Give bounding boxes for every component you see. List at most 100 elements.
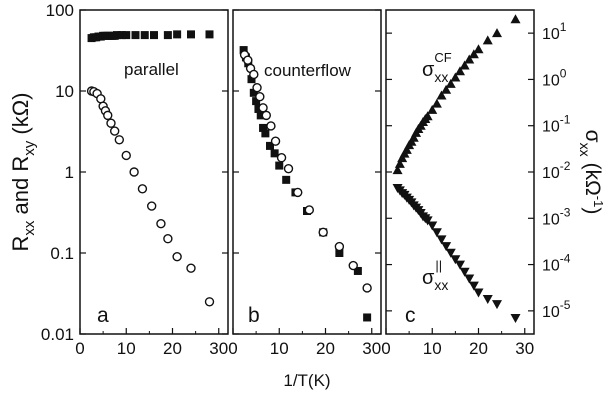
data-point-circle: [261, 110, 271, 121]
data-point-down-triangle: [482, 295, 493, 305]
data-point-square: [187, 30, 195, 39]
data-point-square: [122, 31, 131, 40]
data-point-down-triangle: [492, 300, 502, 310]
data-point-circle: [129, 167, 139, 177]
right-y-tick-label: 10-2: [542, 159, 571, 182]
panel-a-frame: [79, 9, 229, 335]
x-tick-label: 10: [270, 339, 289, 358]
data-point-up-triangle: [473, 44, 484, 54]
x-tick-label: 30: [362, 339, 381, 358]
x-tick-label: 0: [228, 339, 237, 358]
points-layer: [86, 14, 521, 324]
data-point-circle: [103, 110, 113, 121]
data-point-square: [353, 266, 362, 275]
x-tick-label: 10: [117, 339, 136, 358]
data-point-down-triangle: [427, 221, 438, 231]
data-point-square: [205, 30, 214, 39]
data-point-circle: [348, 260, 358, 271]
data-point-circle: [304, 205, 315, 215]
data-point-square: [163, 31, 172, 40]
panel-c-frame: [385, 9, 535, 335]
data-point-down-triangle: [468, 281, 479, 291]
data-point-down-triangle: [422, 216, 433, 226]
panel-a-title: parallel: [124, 60, 179, 79]
data-point-circle: [252, 82, 262, 93]
data-point-square: [239, 46, 248, 55]
data-point-down-triangle: [455, 260, 465, 270]
data-point-up-triangle: [450, 72, 461, 82]
data-point-circle: [249, 69, 259, 80]
data-point-up-triangle: [492, 28, 502, 38]
data-point-up-triangle: [441, 84, 452, 94]
x-tick-label: 0: [75, 339, 84, 358]
right-y-tick-label: 10-3: [542, 205, 571, 228]
sigma-cf-label: σxxCF: [422, 50, 452, 85]
x-tick-label: 20: [163, 339, 182, 358]
y-tick-label: 1: [65, 163, 74, 182]
data-point-down-triangle: [510, 314, 521, 324]
data-point-circle: [255, 92, 265, 102]
data-point-square: [131, 31, 140, 40]
x-tick-label: 30: [515, 339, 534, 358]
data-point-circle: [362, 283, 372, 293]
data-point-square: [363, 313, 372, 322]
data-point-square: [150, 31, 158, 40]
data-point-circle: [109, 126, 120, 136]
data-point-down-triangle: [450, 255, 461, 265]
data-point-square: [335, 249, 344, 257]
x-tick-label: 10: [423, 339, 442, 358]
data-point-square: [252, 97, 261, 106]
data-point-circle: [270, 136, 281, 146]
data-point-up-triangle: [510, 14, 521, 24]
data-point-up-triangle: [394, 158, 405, 168]
y-tick-label: 10: [55, 82, 74, 101]
data-point-square: [117, 31, 126, 40]
sigma-parallel-label: σxx||: [422, 258, 448, 293]
data-point-up-triangle: [431, 98, 442, 108]
x-axis-label: 1/T(K): [283, 371, 330, 390]
data-point-circle: [186, 263, 196, 273]
data-point-square: [270, 149, 279, 158]
data-point-circle: [137, 184, 148, 194]
data-point-down-triangle: [441, 242, 452, 252]
data-point-up-triangle: [482, 35, 493, 45]
data-point-square: [275, 161, 284, 170]
data-point-circle: [243, 55, 253, 65]
data-point-square: [254, 104, 263, 113]
data-point-circle: [283, 163, 294, 174]
data-point-up-triangle: [459, 60, 470, 70]
right-y-tick-label: 10-1: [542, 113, 571, 136]
data-point-down-triangle: [445, 248, 456, 258]
data-point-up-triangle: [445, 78, 456, 88]
data-point-square: [259, 123, 268, 132]
data-point-up-triangle: [401, 144, 412, 154]
x-tick-label: 20: [316, 339, 335, 358]
data-point-square: [261, 129, 270, 138]
left-y-axis-label: Rxx and Rxy (kΩ): [8, 93, 38, 252]
data-point-circle: [172, 252, 182, 262]
data-point-up-triangle: [468, 49, 479, 59]
panel-b-letter: b: [248, 304, 260, 327]
panel-c-letter: c: [405, 304, 416, 327]
data-point-down-triangle: [473, 288, 484, 298]
data-point-square: [113, 31, 121, 40]
panel-b-frame: [232, 9, 382, 335]
data-point-circle: [146, 201, 157, 211]
right-y-axis-label: σxx(kΩ-1): [577, 130, 606, 215]
right-y-tick-label: 100: [542, 66, 567, 89]
data-point-square: [256, 111, 265, 120]
x-tick-label: 20: [469, 339, 488, 358]
panel-b-title: counterflow: [264, 61, 352, 80]
data-point-down-triangle: [431, 228, 442, 238]
right-y-tick-label: 10-5: [542, 298, 571, 321]
data-point-circle: [163, 234, 173, 244]
data-point-circle: [276, 153, 287, 163]
data-point-square: [249, 88, 258, 97]
data-point-up-triangle: [422, 111, 433, 121]
data-point-circle: [106, 118, 116, 128]
right-y-tick-label: 101: [542, 20, 567, 43]
x-tick-label: 30: [209, 339, 228, 358]
data-point-up-triangle: [464, 54, 475, 64]
